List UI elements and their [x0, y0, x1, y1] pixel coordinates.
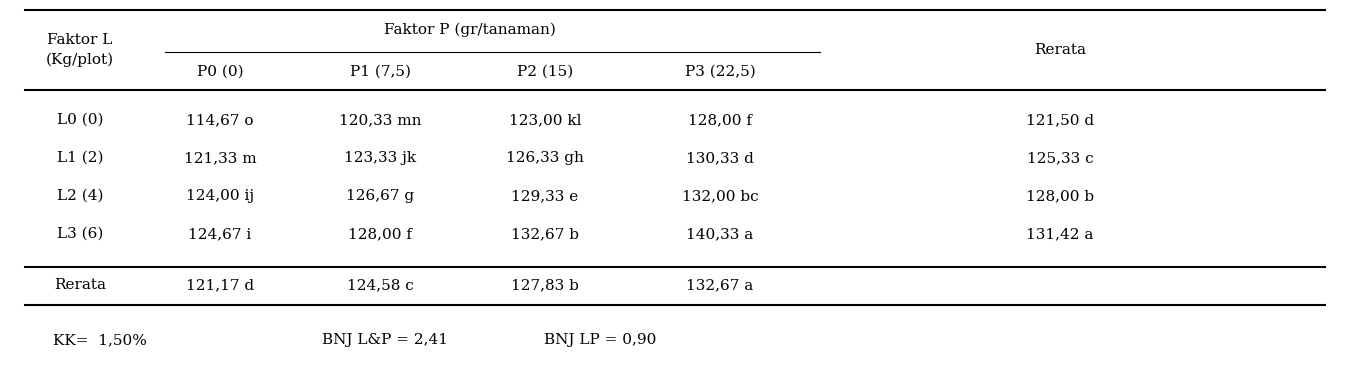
Text: 129,33 e: 129,33 e — [512, 189, 579, 203]
Text: Rerata: Rerata — [54, 278, 107, 292]
Text: P1 (7,5): P1 (7,5) — [350, 65, 410, 79]
Text: 124,58 c: 124,58 c — [347, 278, 413, 292]
Text: 123,33 jk: 123,33 jk — [344, 151, 416, 165]
Text: BNJ LP = 0,90: BNJ LP = 0,90 — [544, 333, 656, 347]
Text: BNJ L&P = 2,41: BNJ L&P = 2,41 — [323, 333, 448, 347]
Text: 132,67 a: 132,67 a — [686, 278, 753, 292]
Text: 130,33 d: 130,33 d — [686, 151, 753, 165]
Text: 121,50 d: 121,50 d — [1026, 113, 1094, 127]
Text: P3 (22,5): P3 (22,5) — [684, 65, 756, 79]
Text: P2 (15): P2 (15) — [517, 65, 574, 79]
Text: 127,83 b: 127,83 b — [512, 278, 579, 292]
Text: L3 (6): L3 (6) — [57, 227, 103, 241]
Text: 121,17 d: 121,17 d — [186, 278, 254, 292]
Text: KK=  1,50%: KK= 1,50% — [53, 333, 147, 347]
Text: 114,67 o: 114,67 o — [186, 113, 254, 127]
Text: L2 (4): L2 (4) — [57, 189, 103, 203]
Text: 140,33 a: 140,33 a — [686, 227, 753, 241]
Text: 124,67 i: 124,67 i — [189, 227, 251, 241]
Text: 121,33 m: 121,33 m — [184, 151, 256, 165]
Text: 132,00 bc: 132,00 bc — [682, 189, 759, 203]
Text: Rerata: Rerata — [1034, 43, 1085, 57]
Text: 128,00 b: 128,00 b — [1026, 189, 1094, 203]
Text: 124,00 ij: 124,00 ij — [186, 189, 254, 203]
Text: 132,67 b: 132,67 b — [512, 227, 579, 241]
Text: 128,00 f: 128,00 f — [688, 113, 752, 127]
Text: P0 (0): P0 (0) — [197, 65, 243, 79]
Text: 126,67 g: 126,67 g — [346, 189, 414, 203]
Text: Faktor L
(Kg/plot): Faktor L (Kg/plot) — [46, 33, 113, 67]
Text: 123,00 kl: 123,00 kl — [509, 113, 582, 127]
Text: L1 (2): L1 (2) — [57, 151, 103, 165]
Text: 131,42 a: 131,42 a — [1026, 227, 1094, 241]
Text: 120,33 mn: 120,33 mn — [339, 113, 421, 127]
Text: 128,00 f: 128,00 f — [348, 227, 412, 241]
Text: L0 (0): L0 (0) — [57, 113, 103, 127]
Text: Faktor P (gr/tanaman): Faktor P (gr/tanaman) — [383, 23, 556, 37]
Text: 126,33 gh: 126,33 gh — [506, 151, 585, 165]
Text: 125,33 c: 125,33 c — [1027, 151, 1094, 165]
